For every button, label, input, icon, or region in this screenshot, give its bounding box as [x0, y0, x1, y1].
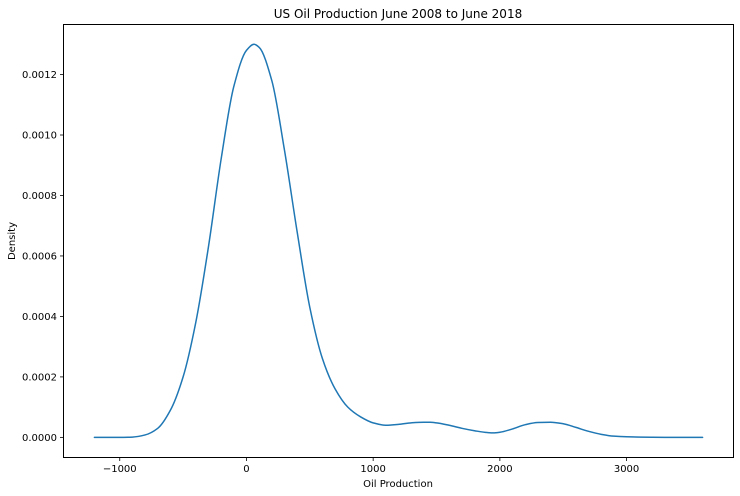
plot-frame	[63, 24, 734, 458]
y-tick-label: 0.0008	[22, 191, 57, 202]
x-axis-ticks: −1000 0 1000 2000 3000	[103, 457, 639, 475]
x-axis-label: Oil Production	[363, 479, 433, 490]
x-tick-label: 3000	[614, 464, 639, 475]
y-axis-ticks: 0.0000 0.0002 0.0004 0.0006 0.0008 0.0010 0.00…	[22, 70, 64, 444]
y-axis-label: Density	[7, 222, 18, 260]
y-tick-label: 0.0002	[22, 372, 57, 383]
x-tick-label: −1000	[103, 464, 137, 475]
density-curve	[93, 43, 704, 439]
x-tick-label: 0	[243, 464, 249, 475]
y-tick-label: 0.0012	[22, 70, 57, 81]
y-tick-label: 0.0006	[22, 251, 57, 262]
x-tick-label: 2000	[487, 464, 512, 475]
chart-title: US Oil Production June 2008 to June 2018	[274, 7, 522, 21]
plot-area	[63, 24, 734, 458]
y-tick-label: 0.0000	[22, 433, 57, 444]
y-tick-label: 0.0010	[22, 131, 57, 142]
y-tick-label: 0.0004	[22, 312, 57, 323]
x-tick-label: 1000	[360, 464, 385, 475]
